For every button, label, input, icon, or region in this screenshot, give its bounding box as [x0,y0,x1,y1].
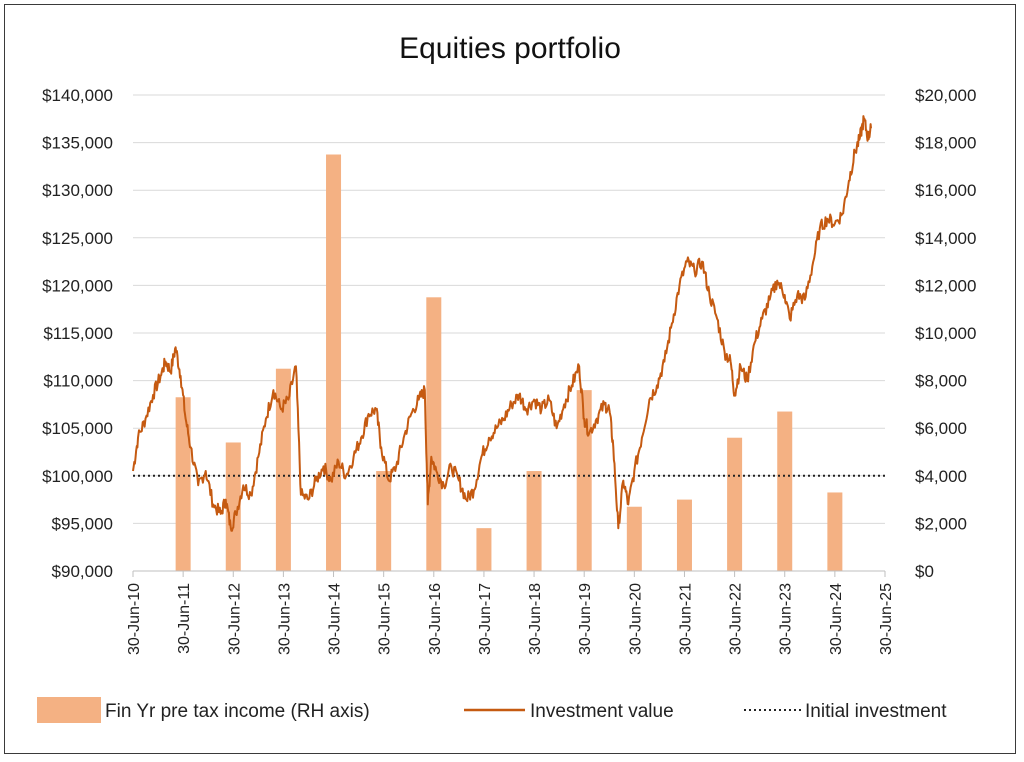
income-bar [626,506,642,571]
right-tick-label: $20,000 [915,86,976,105]
legend-ref-label: Initial investment [805,701,947,722]
income-bar [275,368,291,571]
x-tick-label: 30-Jun-15 [377,583,394,655]
left-tick-label: $90,000 [52,562,113,581]
left-tick-label: $140,000 [42,86,113,105]
income-bar [326,154,342,571]
right-tick-label: $12,000 [915,276,976,295]
income-bar [426,297,442,571]
x-tick-label: 30-Jun-12 [226,583,243,655]
x-tick-label: 30-Jun-14 [327,583,344,655]
left-tick-label: $105,000 [42,419,113,438]
income-bar [727,437,743,571]
axes [132,570,886,577]
income-bar [476,528,492,571]
x-tick-label: 30-Jun-19 [577,583,594,655]
x-axis-ticks: 30-Jun-10 30-Jun-11 30-Jun-12 30-Jun-13 30-J… [126,583,895,655]
income-bar [777,411,793,571]
legend-bar-label: Fin Yr pre tax income (RH axis) [105,701,370,722]
investment-value-path [132,115,872,532]
left-axis-ticks: $90,000 $95,000 $100,000 $105,000 $110,000 $1… [42,86,113,581]
legend: Fin Yr pre tax income (RH axis) Investme… [37,697,947,723]
income-bar [526,471,542,571]
legend-bar-swatch [37,697,101,723]
x-tick-label: 30-Jun-22 [728,583,745,655]
left-tick-label: $125,000 [42,229,113,248]
left-tick-label: $115,000 [43,324,113,343]
income-bar [225,442,241,571]
income-bar [376,471,392,571]
right-tick-label: $2,000 [915,514,967,533]
x-tick-label: 30-Jun-18 [527,583,544,655]
right-tick-label: $0 [915,562,934,581]
left-tick-label: $130,000 [42,181,113,200]
x-tick-label: 30-Jun-17 [477,583,494,655]
x-tick-label: 30-Jun-10 [126,583,143,655]
x-tick-label: 30-Jun-13 [276,583,293,655]
left-tick-label: $110,000 [43,372,113,391]
income-bars [175,154,843,571]
left-tick-label: $95,000 [52,514,113,533]
x-tick-label: 30-Jun-24 [828,583,845,655]
right-tick-label: $10,000 [915,324,976,343]
x-tick-label: 30-Jun-21 [677,583,694,655]
x-tick-label: 30-Jun-23 [778,583,795,655]
income-bar [676,499,692,571]
right-tick-label: $16,000 [915,181,976,200]
right-tick-label: $4,000 [915,467,967,486]
x-tick-label: 30-Jun-20 [627,583,644,655]
x-tick-label: 30-Jun-11 [176,583,193,654]
right-tick-label: $8,000 [915,372,967,391]
legend-line-label: Investment value [530,701,674,722]
chart-frame: Equities portfolio $90,000 $95,000 $100,00… [4,4,1016,754]
x-tick-label: 30-Jun-25 [878,583,895,655]
gridlines [133,94,885,524]
investment-value-line [132,115,872,532]
income-bar [827,492,843,571]
income-bar [175,397,191,571]
equities-chart: Equities portfolio $90,000 $95,000 $100,00… [37,32,976,723]
right-axis-ticks: $0 $2,000 $4,000 $6,000 $8,000 $10,000 $12,000… [915,86,976,581]
right-tick-label: $18,000 [915,134,976,153]
chart-title: Equities portfolio [399,32,621,65]
right-tick-label: $6,000 [915,419,967,438]
left-tick-label: $100,000 [42,467,113,486]
right-tick-label: $14,000 [915,229,976,248]
left-tick-label: $120,000 [42,276,113,295]
x-tick-label: 30-Jun-16 [427,583,444,655]
left-tick-label: $135,000 [42,134,113,153]
